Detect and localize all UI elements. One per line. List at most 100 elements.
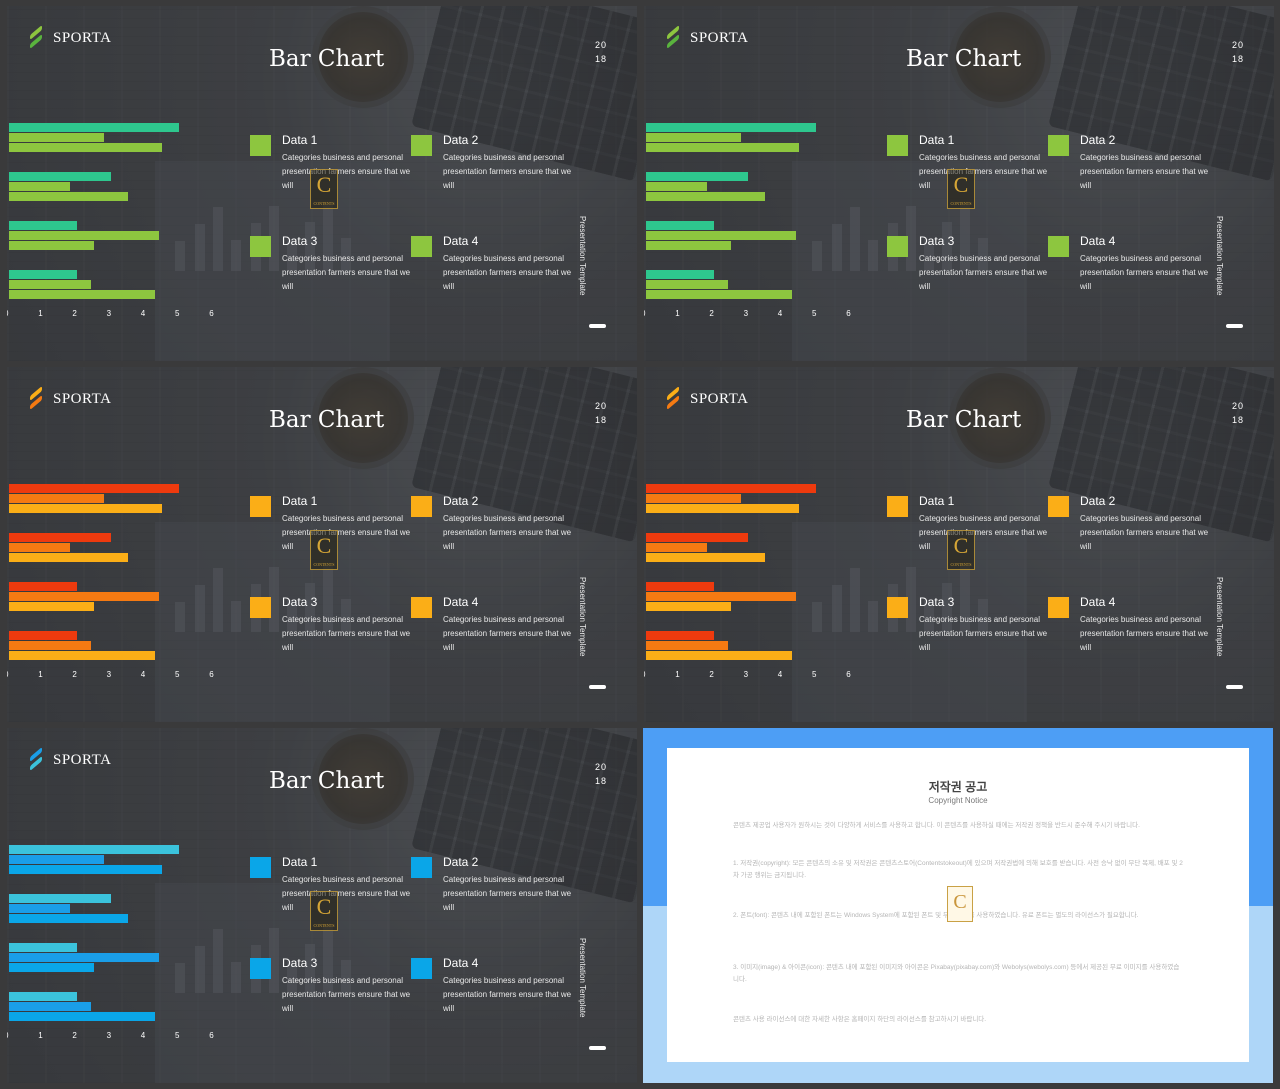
- slide-title: Bar Chart: [269, 768, 385, 794]
- data-color-square: [887, 597, 908, 618]
- x-tick-label: 2: [72, 670, 77, 679]
- document-bar: [341, 599, 351, 632]
- document-bar: [175, 602, 185, 632]
- x-tick-label: 4: [777, 670, 783, 679]
- document-bar: [978, 238, 988, 271]
- chart-bar: [646, 192, 765, 201]
- logo-text: SPORTA: [53, 751, 112, 768]
- copyright-paragraph: 콘텐츠 사용 라이선스에 대한 자세한 사항은 홈페이지 하단의 라이선스를 참…: [733, 1016, 987, 1023]
- chart-bar: [9, 133, 104, 142]
- document-bar: [341, 238, 351, 271]
- slide-2: SPORTA Bar Chart 20 18 Presentation Template…: [644, 6, 1274, 361]
- logo-stripes-icon: [29, 24, 43, 50]
- x-tick-label: 6: [209, 670, 214, 679]
- logo-text: SPORTA: [690, 29, 749, 46]
- document-bar: [231, 962, 241, 993]
- document-bar: [323, 566, 333, 632]
- data-color-square: [250, 496, 271, 517]
- document-bar: [195, 224, 205, 271]
- data-item-description: Categories business and personal present…: [282, 875, 411, 912]
- year-label: 20 18: [593, 399, 609, 427]
- data-color-square: [1048, 496, 1069, 517]
- coffee-cup-image: [312, 367, 414, 469]
- document-bar: [868, 601, 878, 632]
- chart-bar: [9, 953, 159, 962]
- data-item-description: Categories business and personal present…: [443, 875, 572, 912]
- data-item-name: Data 1: [282, 494, 318, 508]
- x-tick-label: 0: [644, 309, 645, 318]
- year-label: 20 18: [1230, 38, 1246, 66]
- document-image: [155, 161, 390, 361]
- document-bar: [305, 583, 315, 632]
- data-item-description: Categories business and personal present…: [282, 153, 411, 190]
- data-item-description: Categories business and personal present…: [443, 615, 572, 652]
- slide-indicator: [589, 324, 606, 328]
- document-image: [155, 522, 390, 722]
- document-bar: [305, 222, 315, 271]
- slide-indicator: [1226, 324, 1243, 328]
- data-item-description: Categories business and personal present…: [919, 615, 1048, 652]
- copyright-paragraph: 3. 이미지(image) & 아이콘(icon): 콘텐츠 내에 포함된 이미…: [733, 964, 1180, 983]
- document-bar: [287, 239, 297, 271]
- data-color-square: [250, 135, 271, 156]
- chart-bar: [646, 602, 731, 611]
- data-item-description: Categories business and personal present…: [443, 254, 572, 291]
- year-label: 20 18: [593, 38, 609, 66]
- data-color-square: [887, 236, 908, 257]
- slide-title: Bar Chart: [906, 407, 1022, 433]
- data-item-name: Data 2: [443, 494, 479, 508]
- coffee-cup-image: [949, 367, 1051, 469]
- data-color-square: [411, 496, 432, 517]
- chart-bar: [9, 894, 111, 903]
- chart-bar: [9, 651, 155, 660]
- data-color-square: [1048, 135, 1069, 156]
- x-tick-label: 5: [812, 670, 817, 679]
- x-tick-label: 4: [140, 1031, 146, 1040]
- chart-bar: [9, 641, 91, 650]
- chart-bar: [9, 270, 77, 279]
- x-tick-label: 0: [7, 1031, 8, 1040]
- document-bar: [213, 929, 223, 993]
- x-tick-label: 5: [175, 1031, 180, 1040]
- copyright-paragraph: 1. 저작권(copyright): 모든 콘텐츠의 소유 및 저작권은 콘텐츠…: [733, 860, 1183, 879]
- watermark-logo-icon: C CONTENTS: [310, 530, 338, 570]
- data-color-square: [250, 857, 271, 878]
- chart-bar: [646, 504, 799, 513]
- data-item-description: Categories business and personal present…: [919, 153, 1048, 190]
- x-tick-label: 6: [209, 1031, 214, 1040]
- watermark-logo-icon: C: [947, 886, 973, 922]
- document-bar: [269, 567, 279, 632]
- x-tick-label: 6: [846, 670, 851, 679]
- data-color-square: [1048, 597, 1069, 618]
- x-tick-label: 1: [38, 670, 43, 679]
- x-tick-label: 3: [743, 670, 749, 679]
- chart-bar: [646, 123, 816, 132]
- document-bar: [868, 240, 878, 271]
- x-tick-label: 6: [846, 309, 851, 318]
- chart-bar: [9, 631, 77, 640]
- data-color-square: [887, 496, 908, 517]
- chart-bar: [646, 280, 728, 289]
- document-bar: [906, 567, 916, 632]
- slide-title: Bar Chart: [906, 46, 1022, 72]
- chart-bar: [646, 494, 741, 503]
- x-tick-label: 3: [106, 670, 112, 679]
- chart-bar: [646, 270, 714, 279]
- document-bar: [942, 583, 952, 632]
- year-bottom: 18: [594, 776, 607, 786]
- data-item-description: Categories business and personal present…: [1080, 514, 1209, 551]
- chart-bar: [646, 182, 707, 191]
- logo-stripes-icon: [29, 746, 43, 772]
- data-color-square: [887, 135, 908, 156]
- chart-bar: [9, 241, 94, 250]
- coffee-cup-image: [949, 6, 1051, 108]
- x-tick-label: 4: [140, 309, 146, 318]
- document-bar: [812, 602, 822, 632]
- logo-text: SPORTA: [53, 390, 112, 407]
- chart-bar: [646, 172, 748, 181]
- chart-bar: [646, 290, 792, 299]
- data-item-description: Categories business and personal present…: [919, 254, 1048, 291]
- x-tick-label: 0: [7, 309, 8, 318]
- copyright-slide: 저작권 공고 Copyright Notice 콘텐츠 제공업 사용자가 원하시…: [643, 728, 1273, 1083]
- data-color-square: [250, 597, 271, 618]
